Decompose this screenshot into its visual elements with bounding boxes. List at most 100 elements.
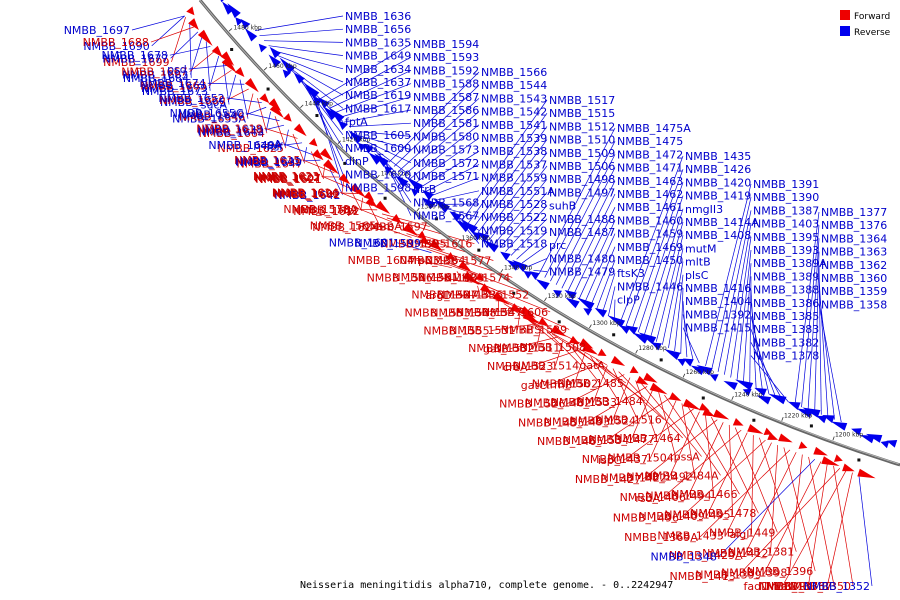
reverse-gene-arrow [787, 401, 801, 410]
leader-line [750, 289, 757, 389]
gene-label: NMBB_1398 [721, 567, 787, 580]
leader-line [334, 83, 412, 114]
leader-line [283, 143, 316, 157]
gene-label: NMBB_1612 [293, 205, 359, 218]
leader-line [624, 408, 694, 461]
forward-gene-arrow [520, 306, 536, 319]
ruler-tick-label: 1320 kbp [548, 293, 576, 300]
forward-gene-arrow [778, 433, 793, 443]
gene-label: sucA [201, 98, 228, 111]
leader-line [388, 71, 480, 163]
leader-line [491, 323, 536, 331]
gene-label: NMBB_1577 [425, 254, 491, 267]
leader-line [284, 142, 303, 146]
leader-line [536, 327, 542, 349]
leader-line [305, 84, 344, 162]
leader-line [674, 274, 684, 352]
ruler-tick-label: 1340 kbp [504, 265, 532, 272]
other-feature-mark [557, 320, 561, 324]
gene-label: NMBB_1460 [617, 214, 683, 227]
reverse-gene-arrow [328, 107, 345, 123]
forward-gene-arrow [197, 29, 213, 47]
gene-label: NMBB_1488 [549, 213, 615, 226]
gene-label: NMBB_1621 [255, 173, 321, 186]
leader-line [329, 168, 343, 195]
gene-label: NMBB_1463 [617, 175, 683, 188]
gene-label: NMBB_1519 [481, 224, 547, 237]
leader-line [521, 244, 548, 264]
leader-line [546, 330, 582, 366]
leader-line [567, 374, 625, 404]
forward-gene-arrow [475, 272, 485, 281]
leader-line [264, 40, 344, 43]
leader-line [561, 180, 616, 289]
gene-label: NMBB_1535 [437, 289, 503, 302]
leader-line [205, 41, 211, 91]
ruler-tick-label: 1200 kbp [835, 432, 863, 439]
gene-label: nifS [520, 324, 541, 337]
gene-label: NMBB_1352 [804, 580, 870, 593]
reverse-gene-arrow [723, 380, 738, 391]
leader-line [517, 313, 521, 331]
leader-line [717, 210, 752, 372]
legend-reverse-label: Reverse [854, 28, 891, 38]
forward-gene-arrow [668, 392, 682, 402]
leader-line [222, 60, 230, 105]
ruler-tick-mark [682, 373, 686, 378]
leader-line [274, 116, 287, 149]
leader-line [680, 439, 766, 518]
leader-line [611, 377, 631, 422]
leader-line [533, 269, 548, 272]
leader-line [396, 242, 432, 254]
leader-line [456, 216, 480, 244]
gene-label: NMBB_1673 [142, 85, 208, 98]
gene-label: NMBB_1587 [413, 91, 479, 104]
forward-gene-arrow [234, 66, 245, 78]
forward-gene-arrow [293, 123, 307, 137]
reverse-gene-arrow [433, 198, 450, 213]
reverse-gene-arrow [449, 211, 462, 222]
gene-label: NMBB_1376 [821, 219, 887, 232]
gene-label: NMBB_1592 [413, 64, 479, 77]
gene-label: creA [503, 361, 528, 374]
forward-gene-arrow [713, 409, 730, 420]
leader-line [456, 271, 461, 278]
gene-label: NMBB_1684 [123, 72, 189, 85]
forward-gene-arrow [537, 317, 549, 326]
gene-label: NMBB_1643 [198, 125, 264, 138]
reverse-gene-arrow [607, 315, 626, 328]
leader-line [239, 79, 249, 119]
gene-label: NMBB_1466 [671, 488, 737, 501]
gene-label: NMBB_1517 [549, 94, 615, 107]
forward-gene-arrow [221, 57, 237, 74]
reverse-gene-arrow [293, 72, 305, 84]
other-feature-mark [383, 196, 387, 200]
leader-line [706, 432, 748, 517]
forward-gene-arrow [813, 446, 828, 456]
gene-label: NMBB_1472 [617, 148, 683, 161]
gene-label: NMBB_1358 [821, 298, 887, 311]
forward-gene-arrow [391, 213, 402, 224]
leader-line [322, 164, 326, 178]
forward-gene-arrow [211, 45, 223, 58]
gene-label: NMBB_1504 [608, 452, 674, 465]
gene-label: NMBB_1480 [549, 252, 615, 265]
reverse-gene-arrow [638, 332, 657, 345]
gene-label: NMBB_1531 [449, 324, 515, 337]
leader-line [618, 371, 683, 439]
leader-line [341, 192, 358, 194]
gene-label: plsC [685, 269, 709, 282]
leader-line [169, 46, 211, 56]
reverse-gene-arrow [664, 349, 681, 360]
reverse-gene-arrow [576, 297, 595, 311]
leader-line [358, 135, 412, 150]
leader-line [446, 263, 532, 295]
gene-label: NMBB_1385 [753, 310, 819, 323]
gene-label: NMBB_1390 [753, 191, 819, 204]
gene-label: NMBB_1573 [413, 144, 479, 157]
leader-line [189, 22, 192, 78]
ruler-tick-mark [781, 416, 784, 421]
gene-label: NMBB_1607 [255, 172, 321, 185]
gene-label: NMBB_1655A [172, 113, 246, 126]
reverse-gene-arrow [374, 153, 389, 167]
